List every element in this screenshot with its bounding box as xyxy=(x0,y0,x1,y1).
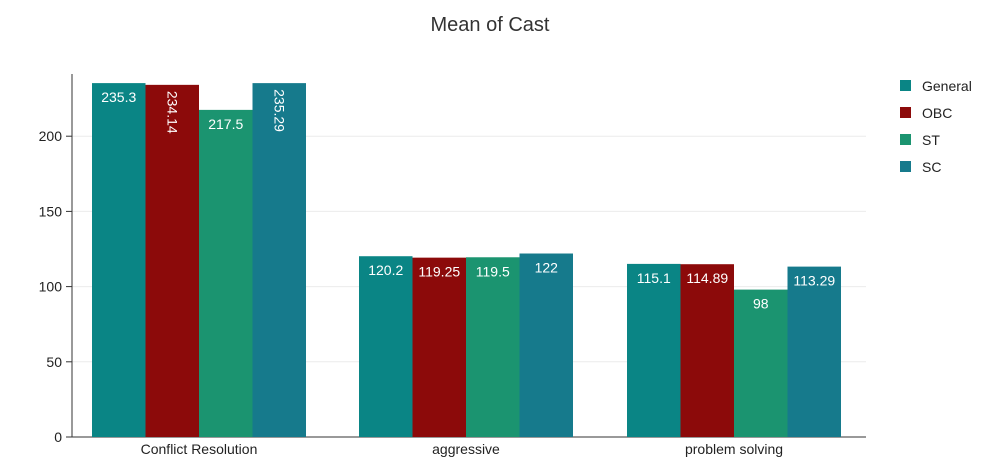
data-label: 119.25 xyxy=(418,264,460,280)
y-tick-label: 200 xyxy=(39,128,63,144)
bar-sc xyxy=(519,253,573,437)
bar-sc xyxy=(787,266,841,437)
legend-item-st[interactable]: ST xyxy=(900,126,972,153)
legend-label: General xyxy=(922,77,972,94)
bar-general xyxy=(359,256,413,437)
bar-general xyxy=(627,263,681,437)
y-tick-label: 50 xyxy=(46,354,62,370)
chart-title: Mean of Cast xyxy=(430,14,550,36)
bar-obc xyxy=(145,84,199,437)
data-label: 235.29 xyxy=(271,89,287,132)
data-label: 115.1 xyxy=(637,270,671,286)
data-label: 113.29 xyxy=(793,273,835,289)
bar-general xyxy=(92,83,146,438)
bar-sc xyxy=(252,83,306,437)
legend-swatch xyxy=(900,134,911,145)
x-tick-label: Conflict Resolution xyxy=(141,441,258,457)
bar-st xyxy=(466,257,520,437)
data-label: 217.5 xyxy=(208,116,243,132)
legend-swatch xyxy=(900,161,911,172)
legend-item-obc[interactable]: OBC xyxy=(900,99,972,126)
legend-label: OBC xyxy=(922,104,953,121)
y-tick-label: 150 xyxy=(39,203,63,219)
data-label: 98 xyxy=(753,296,769,312)
data-label: 235.3 xyxy=(101,89,136,105)
x-tick-label: aggressive xyxy=(432,441,500,457)
y-tick-label: 0 xyxy=(54,429,62,445)
bar-obc xyxy=(680,264,734,437)
legend-swatch xyxy=(900,80,911,91)
legend-item-general[interactable]: General xyxy=(900,72,972,99)
legend-swatch xyxy=(900,107,911,118)
data-label: 234.14 xyxy=(164,91,180,134)
data-label: 122 xyxy=(535,260,559,276)
data-label: 119.5 xyxy=(476,263,510,279)
bar-st xyxy=(734,289,788,437)
y-tick-label: 100 xyxy=(39,279,63,295)
x-tick-label: problem solving xyxy=(685,441,783,457)
data-label: 120.2 xyxy=(368,262,403,278)
bar-obc xyxy=(412,257,466,437)
legend-label: SC xyxy=(922,158,942,175)
bar-st xyxy=(199,109,253,437)
legend: General OBC ST SC xyxy=(900,72,972,180)
data-label: 114.89 xyxy=(686,270,728,286)
legend-label: ST xyxy=(922,131,940,148)
legend-item-sc[interactable]: SC xyxy=(900,153,972,180)
